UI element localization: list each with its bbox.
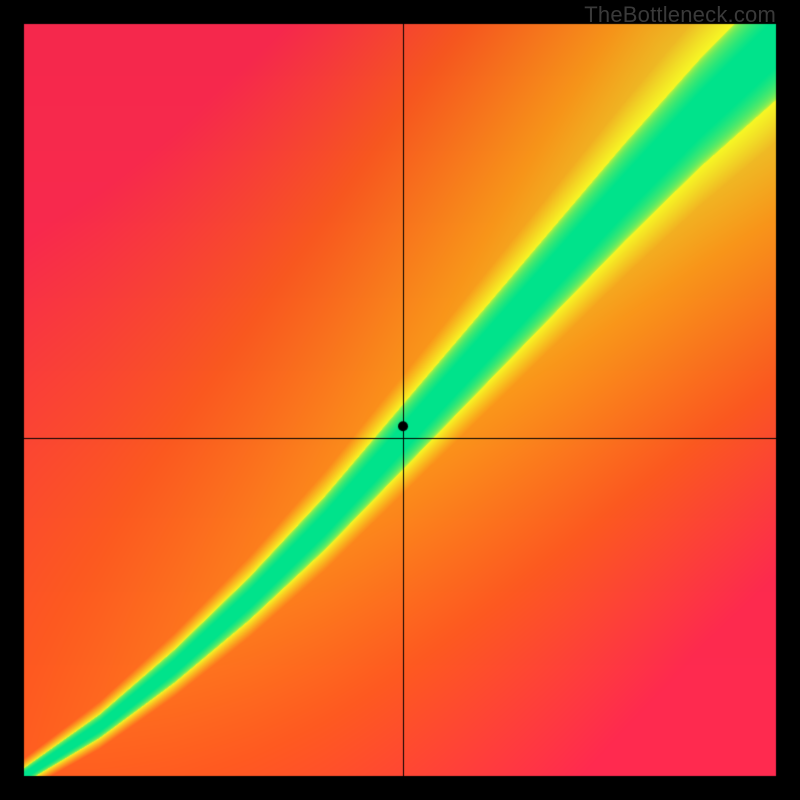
attribution-text: TheBottleneck.com xyxy=(584,2,776,28)
heatmap-canvas xyxy=(0,0,800,800)
figure-root: TheBottleneck.com xyxy=(0,0,800,800)
